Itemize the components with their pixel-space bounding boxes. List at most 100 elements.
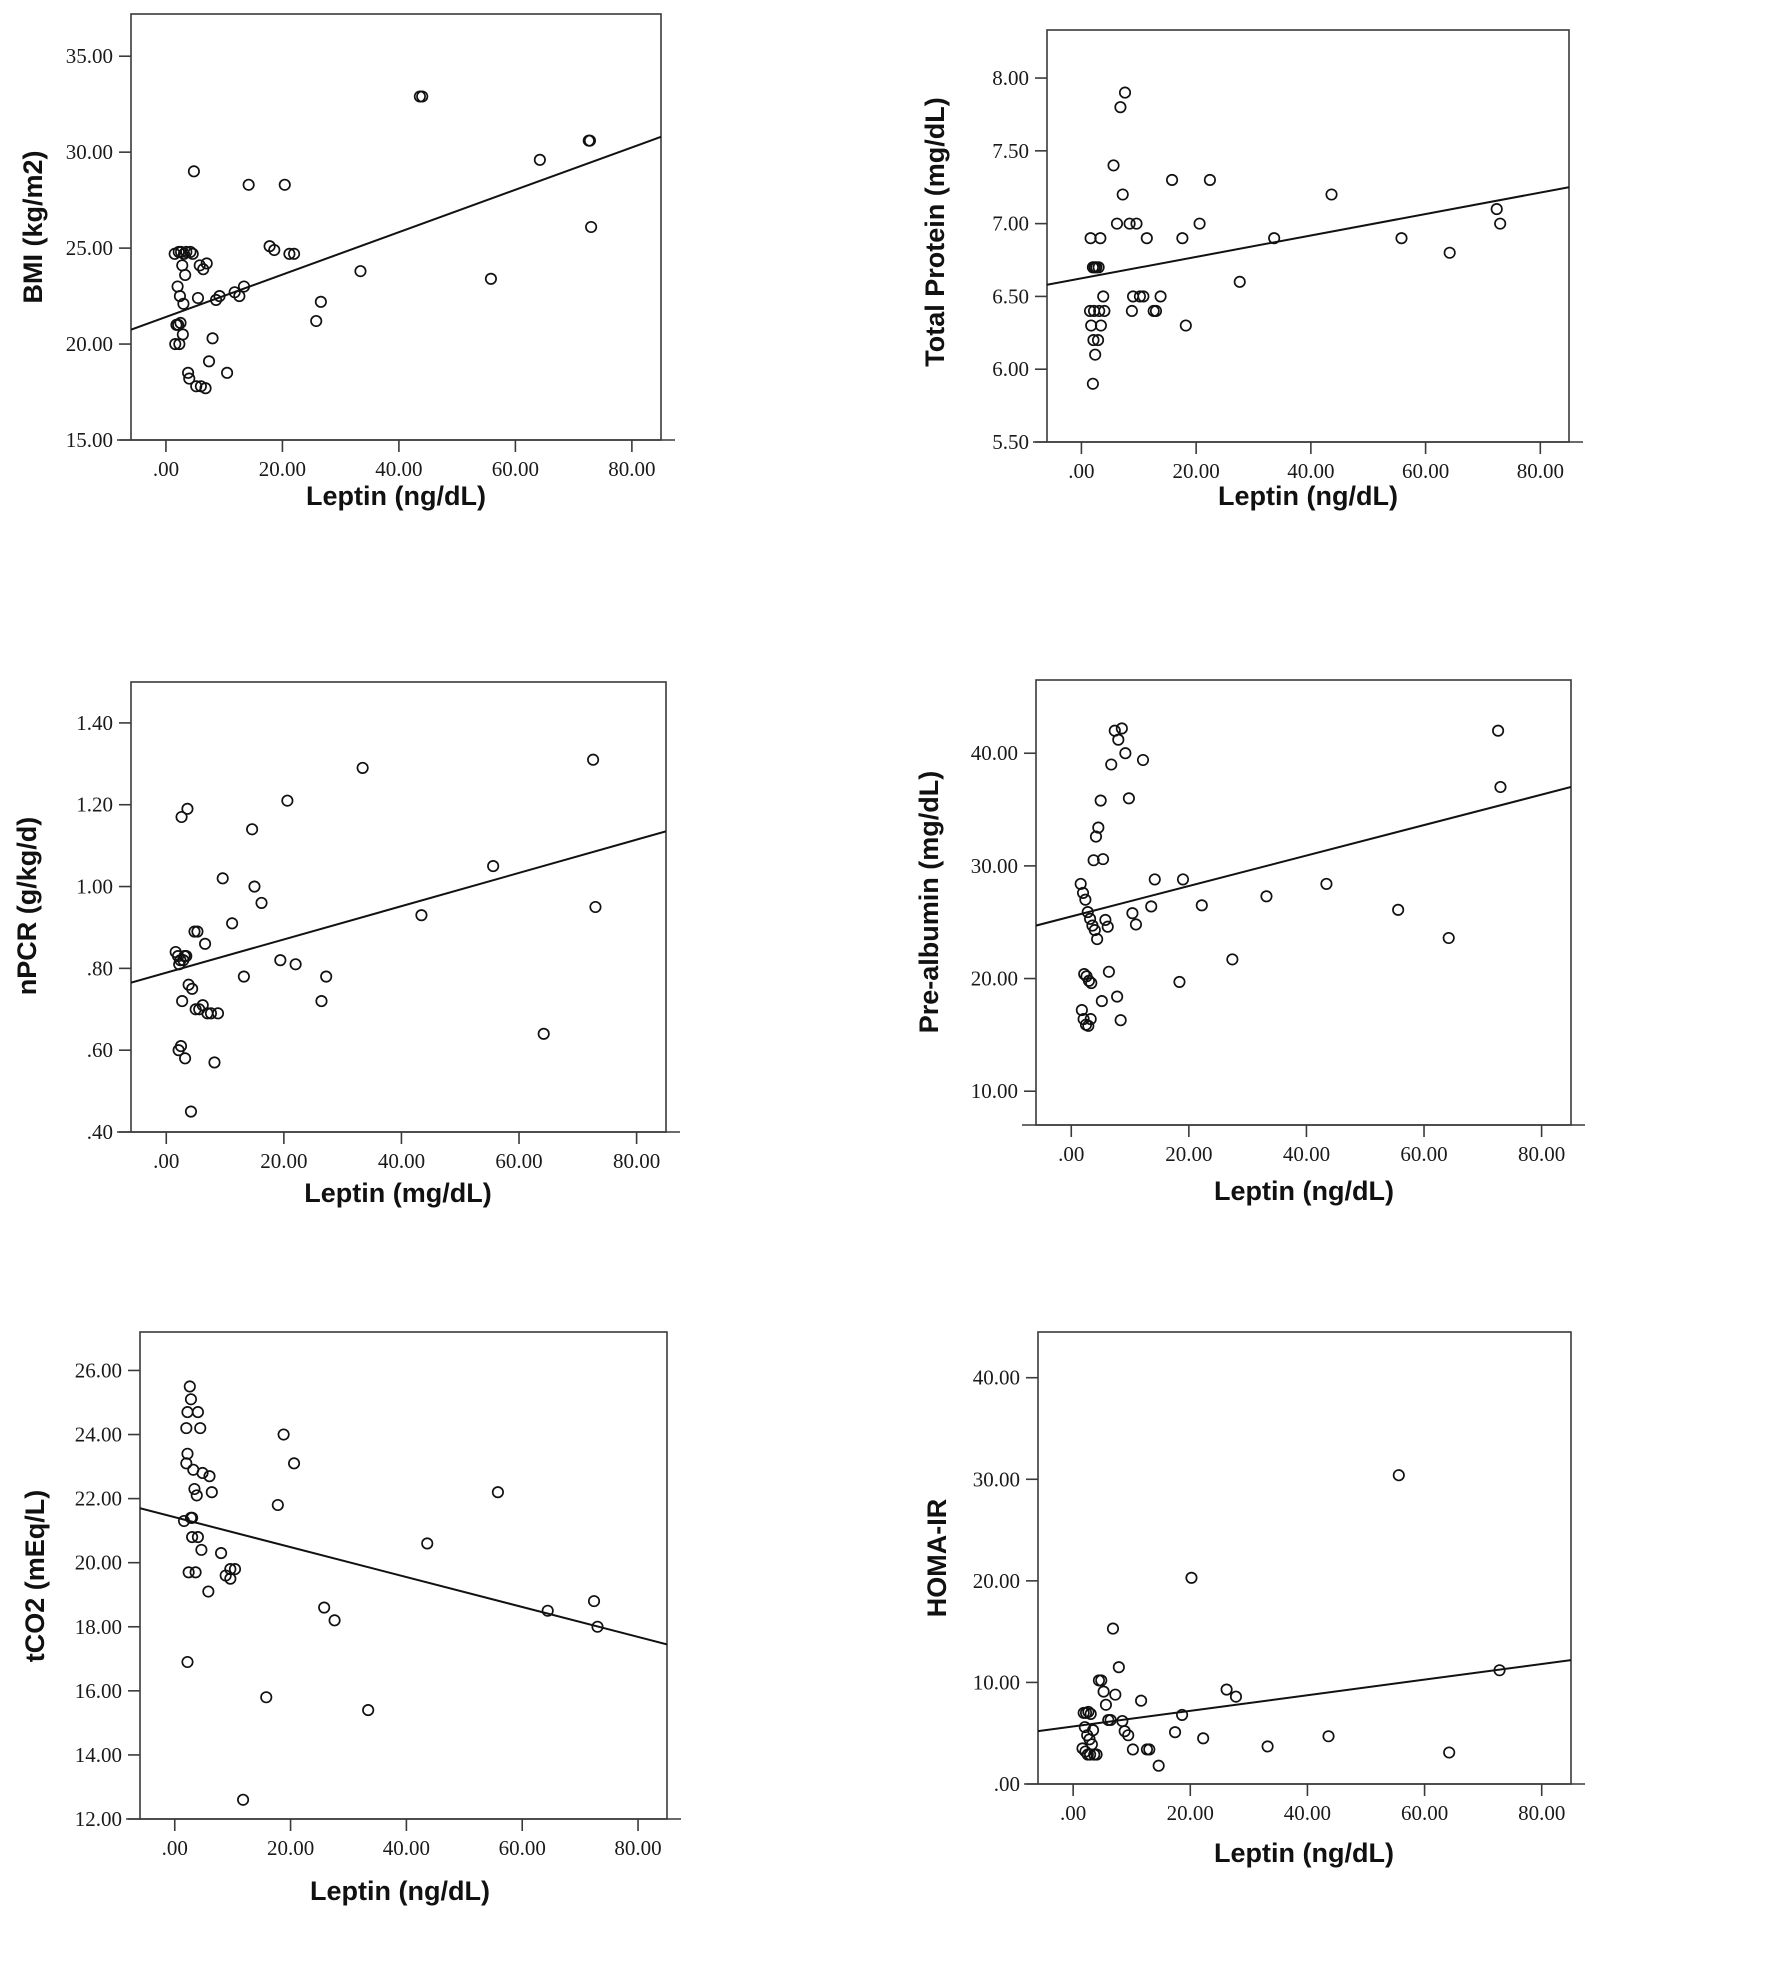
data-point <box>287 1457 301 1470</box>
x-tick-label: 40.00 <box>1284 1801 1331 1825</box>
data-point <box>1099 1698 1112 1711</box>
data-point <box>1165 173 1179 186</box>
x-tick-label: 60.00 <box>499 1836 546 1860</box>
data-point <box>184 1105 198 1118</box>
y-tick-label: .80 <box>87 956 113 980</box>
y-tick-label: 12.00 <box>75 1807 122 1831</box>
x-tick-label: 20.00 <box>1173 459 1220 483</box>
data-point <box>1084 1013 1097 1026</box>
data-point <box>1123 217 1136 230</box>
x-ticks-npcr: .00 20.00 40.00 60.00 80.00 <box>117 1131 680 1173</box>
x-tick-label: 40.00 <box>378 1149 425 1173</box>
y-tick-label: 22.00 <box>75 1487 122 1511</box>
x-tick-label: .00 <box>1068 459 1094 483</box>
x-tick-label: 80.00 <box>608 457 655 481</box>
y-axis-title-npcr: nPCR (g/kg/d) <box>12 817 42 995</box>
data-point <box>177 297 190 310</box>
x-ticks-homa-ir: .00 20.00 40.00 60.00 80.00 <box>1024 1783 1585 1825</box>
x-axis-title-homa-ir: Leptin (ng/dL) <box>1214 1838 1394 1868</box>
x-axis-title-bmi: Leptin (ng/dL) <box>306 481 486 511</box>
y-tick-label: 24.00 <box>75 1423 122 1447</box>
data-point <box>289 958 302 971</box>
data-point <box>179 268 192 282</box>
data-point <box>176 995 189 1008</box>
data-point <box>173 290 186 303</box>
x-tick-label: 40.00 <box>1287 459 1334 483</box>
plot-frame-homa-ir <box>1037 1331 1572 1785</box>
data-point <box>208 1056 221 1069</box>
data-point <box>1093 304 1106 318</box>
y-ticks-bmi: 15.00 20.00 25.00 30.00 35.00 <box>66 44 131 452</box>
y-tick-label: 7.00 <box>992 212 1029 236</box>
data-point <box>314 295 327 308</box>
y-tick-label: .60 <box>87 1038 113 1062</box>
data-point <box>188 1482 201 1496</box>
data-point <box>587 753 600 766</box>
regression-fit-line <box>1036 786 1571 927</box>
x-ticks-tco2: .00 20.00 40.00 60.00 80.00 <box>126 1818 681 1860</box>
data-point <box>1112 733 1125 746</box>
data-point <box>182 366 195 379</box>
x-tick-label: 60.00 <box>1401 1801 1448 1825</box>
data-point <box>1084 1707 1097 1720</box>
data-point <box>1176 873 1190 886</box>
data-point <box>1126 907 1139 920</box>
y-tick-label: .00 <box>994 1772 1020 1796</box>
data-point <box>1130 217 1143 230</box>
data-point <box>180 245 193 258</box>
x-tick-label: 60.00 <box>495 1149 542 1173</box>
regression-fit-line <box>1047 186 1569 286</box>
data-point <box>533 153 546 166</box>
data-point <box>195 1543 208 1556</box>
data-point <box>1106 1622 1120 1635</box>
data-point <box>484 272 497 285</box>
data-point <box>1233 275 1246 288</box>
y-ticks-total-protein: 5.50 6.00 6.50 7.00 7.50 8.00 <box>992 66 1047 454</box>
data-point <box>1149 304 1163 318</box>
data-point <box>1078 1721 1091 1734</box>
data-point <box>181 1406 194 1419</box>
data-point <box>1087 334 1100 347</box>
y-tick-label: 14.00 <box>75 1743 122 1767</box>
data-point <box>1107 159 1120 172</box>
y-tick-label: 35.00 <box>66 44 113 68</box>
data-point <box>1099 913 1112 927</box>
data-point <box>199 937 212 950</box>
data-point <box>255 896 268 909</box>
data-point <box>1443 1746 1456 1759</box>
regression-fit-line <box>131 135 661 331</box>
data-point <box>1119 747 1132 760</box>
x-tick-label: 80.00 <box>1518 1142 1565 1166</box>
data-point <box>1114 101 1127 114</box>
data-point <box>1322 1730 1335 1743</box>
data-point <box>1081 906 1094 919</box>
data-point <box>228 1563 242 1576</box>
data-point <box>1084 1748 1097 1761</box>
y-tick-label: 30.00 <box>971 854 1018 878</box>
fit-line-homa-ir <box>1038 1659 1571 1733</box>
y-ticks-tco2: 12.00 14.00 16.00 18.00 20.00 22.00 24.00 26.00 <box>75 1358 140 1831</box>
data-point <box>277 1428 290 1441</box>
x-tick-label: 60.00 <box>492 457 539 481</box>
data-point <box>187 165 200 178</box>
data-point <box>1442 931 1455 945</box>
y-tick-label: 30.00 <box>66 140 113 164</box>
data-point <box>215 1547 228 1560</box>
y-tick-label: 16.00 <box>75 1679 122 1703</box>
data-point <box>1097 1685 1110 1698</box>
data-point <box>1094 794 1107 807</box>
y-tick-label: 8.00 <box>992 66 1029 90</box>
data-point <box>1082 974 1095 987</box>
data-point <box>186 982 199 995</box>
y-tick-label: 40.00 <box>973 1366 1020 1390</box>
x-ticks-total-protein: .00 20.00 40.00 60.00 80.00 <box>1033 441 1583 483</box>
y-tick-label: 20.00 <box>971 967 1018 991</box>
y-tick-label: 10.00 <box>971 1079 1018 1103</box>
data-point <box>1392 1469 1405 1482</box>
data-point <box>491 1486 504 1499</box>
data-point <box>1197 1732 1210 1745</box>
data-point <box>186 1531 199 1544</box>
data-point <box>1220 1683 1233 1696</box>
data-point <box>191 925 204 938</box>
panel-bmi: 15.00 20.00 25.00 30.00 35.00 .00 20.00 40.00 6… <box>0 0 886 520</box>
